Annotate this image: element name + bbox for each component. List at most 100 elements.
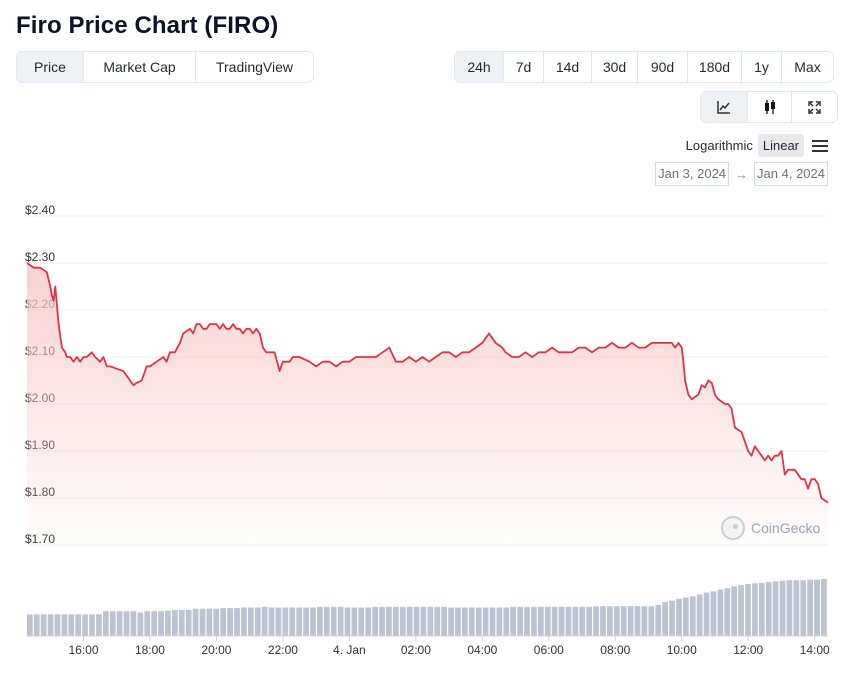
volume-bar: [717, 589, 724, 636]
volume-bar: [662, 601, 668, 636]
volume-bar: [392, 606, 399, 636]
x-tick-label: 20:00: [201, 643, 231, 657]
x-tick-label: 14:00: [800, 643, 830, 657]
page-title: Firo Price Chart (FIRO): [16, 12, 279, 39]
volume-bar: [254, 607, 261, 636]
range-90d[interactable]: 90d: [637, 52, 687, 82]
volume-bar: [358, 607, 365, 636]
volume-bar: [109, 611, 116, 636]
volume-bar: [710, 591, 717, 636]
volume-bar: [247, 607, 254, 636]
volume-bar: [303, 607, 309, 636]
date-to-field[interactable]: Jan 4, 2024: [754, 162, 828, 186]
x-tick-label: 04:00: [467, 643, 497, 657]
volume-bar: [275, 607, 282, 636]
volume-bar: [510, 606, 517, 636]
volume-bar: [807, 579, 813, 636]
volume-bar: [365, 607, 372, 636]
volume-bar: [551, 606, 558, 636]
volume-bar: [220, 608, 227, 636]
y-tick-label: $2.30: [25, 250, 55, 264]
range-30d[interactable]: 30d: [591, 52, 637, 82]
volume-bar: [68, 614, 75, 636]
volume-bar: [496, 607, 503, 636]
volume-bar: [372, 606, 378, 636]
x-tick-label: 02:00: [401, 643, 431, 657]
scale-linear[interactable]: Linear: [757, 134, 804, 157]
volume-bar: [758, 582, 765, 636]
volume-bar: [752, 583, 758, 636]
volume-bar: [738, 585, 744, 636]
price-area: [27, 263, 828, 545]
volume-bar: [102, 611, 109, 636]
volume-bar: [144, 611, 151, 636]
volume-bar: [475, 607, 482, 636]
volume-bar: [676, 598, 682, 636]
expand-button[interactable]: [791, 92, 837, 122]
date-from-field[interactable]: Jan 3, 2024: [655, 162, 730, 186]
volume-bar: [462, 607, 468, 636]
volume-bar: [814, 579, 820, 636]
volume-bar: [441, 606, 448, 636]
volume-bar: [413, 606, 420, 636]
date-range: Jan 3, 2024 → Jan 4, 2024: [655, 162, 828, 186]
volume-bar: [648, 606, 655, 636]
volume-bars: [27, 578, 828, 637]
volume-bar: [241, 607, 247, 636]
expand-icon: [808, 100, 821, 114]
volume-bar: [634, 606, 641, 636]
volume-bar: [503, 607, 510, 636]
volume-bar: [192, 608, 199, 636]
volume-bar: [745, 583, 751, 636]
volume-bar: [213, 608, 220, 636]
volume-bar: [323, 606, 330, 636]
range-24h[interactable]: 24h: [455, 52, 503, 82]
x-tick-label: 10:00: [667, 643, 697, 657]
volume-bar: [579, 606, 586, 636]
tab-price[interactable]: Price: [17, 52, 83, 82]
volume-bar: [116, 611, 123, 636]
x-tick-label: 4. Jan: [333, 643, 366, 657]
volume-bar: [786, 580, 793, 636]
x-tick-label: 16:00: [68, 643, 98, 657]
volume-bar: [600, 606, 606, 636]
volume-bar: [296, 607, 303, 636]
volume-bar: [130, 611, 137, 636]
tab-market-cap[interactable]: Market Cap: [83, 52, 195, 82]
volume-bar: [655, 605, 662, 636]
range-max[interactable]: Max: [781, 52, 833, 82]
volume-bar: [427, 606, 434, 636]
volume-bar: [151, 611, 157, 636]
range-14d[interactable]: 14d: [543, 52, 591, 82]
volume-bar: [61, 614, 68, 636]
volume-bar: [206, 608, 213, 636]
volume-bar: [468, 607, 475, 636]
volume-bar: [282, 607, 289, 636]
scale-toggle: Logarithmic Linear: [681, 134, 828, 157]
volume-bar: [544, 606, 551, 636]
x-axis-labels: 16:00 18:00 20:00 22:00 4. Jan 02:00 04:00 06:0…: [68, 636, 830, 657]
volume-bar: [779, 580, 786, 636]
volume-bar: [199, 608, 206, 636]
volume-bar: [434, 606, 441, 636]
range-tabs: 24h 7d 14d 30d 90d 180d 1y Max: [454, 51, 834, 83]
volume-bar: [517, 606, 523, 636]
range-1y[interactable]: 1y: [741, 52, 781, 82]
volume-bar: [420, 606, 427, 636]
volume-bar: [489, 607, 496, 636]
x-tick-label: 18:00: [135, 643, 165, 657]
tab-tradingview[interactable]: TradingView: [195, 52, 313, 82]
range-7d[interactable]: 7d: [503, 52, 543, 82]
volume-bar: [399, 606, 406, 636]
line-chart-button[interactable]: [701, 92, 747, 122]
x-tick-label: 22:00: [268, 643, 298, 657]
scale-logarithmic[interactable]: Logarithmic: [685, 138, 753, 153]
hamburger-menu-icon[interactable]: [812, 137, 828, 155]
volume-bar: [696, 594, 703, 636]
volume-bar: [593, 606, 599, 636]
candlestick-button[interactable]: [747, 92, 791, 122]
volume-bar: [558, 606, 565, 636]
volume-bar: [40, 614, 47, 636]
range-180d[interactable]: 180d: [687, 52, 741, 82]
